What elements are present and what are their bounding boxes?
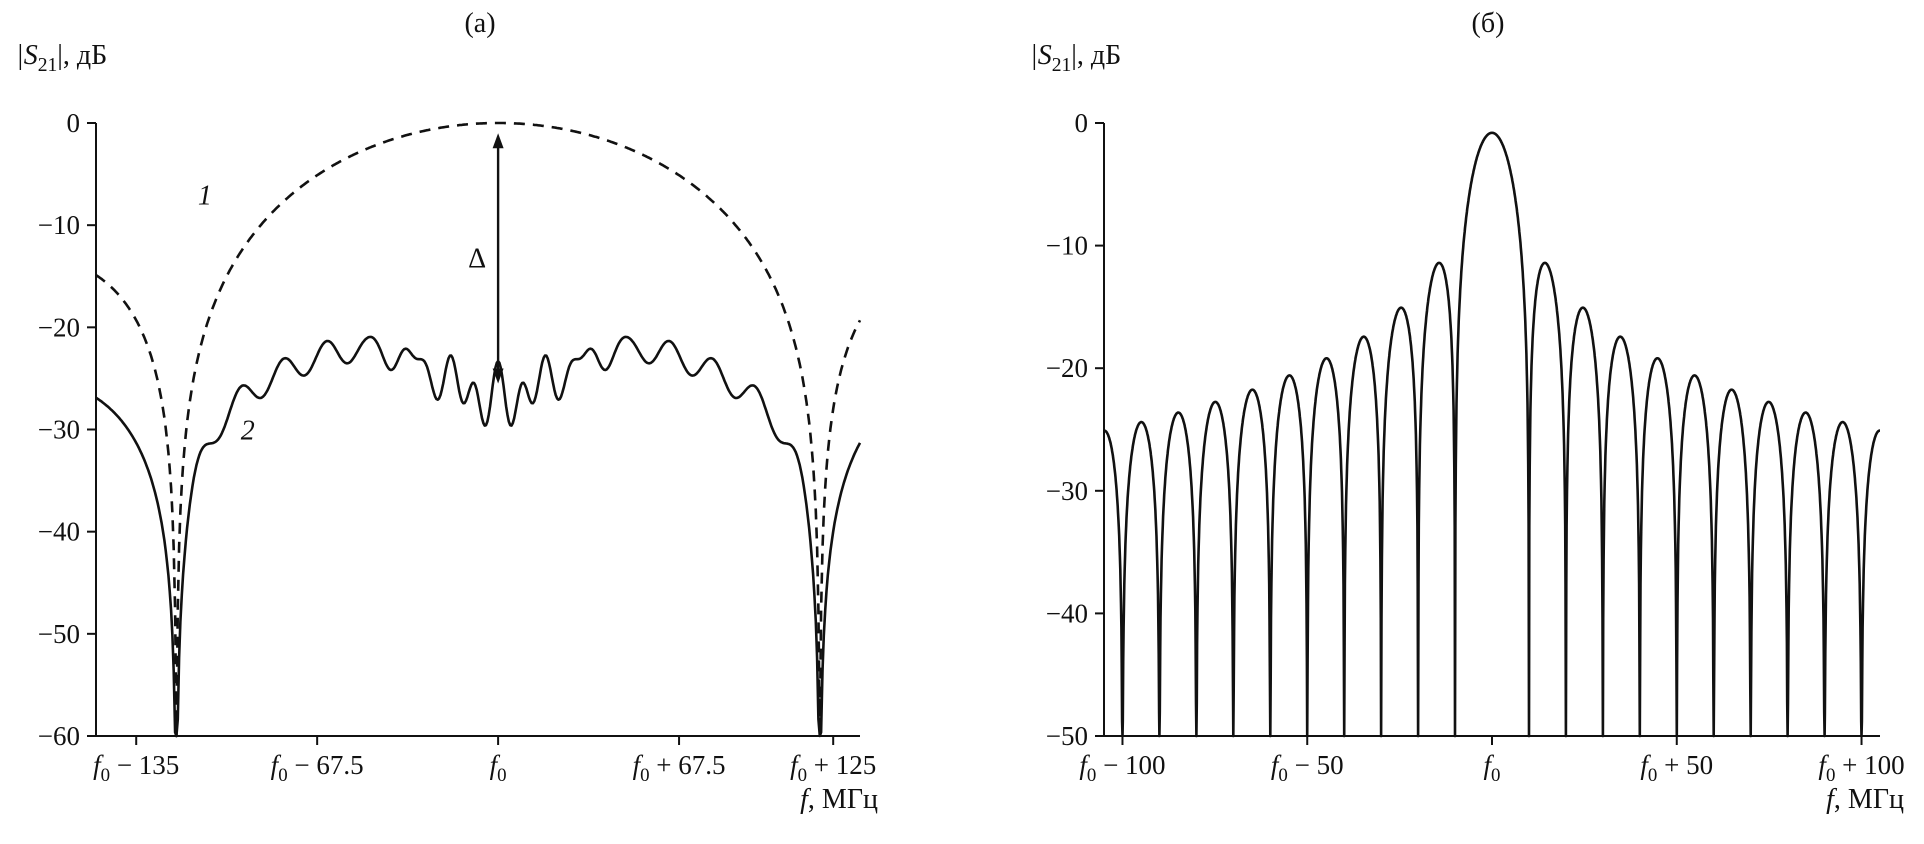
y-axis-label: |S21|, дБ xyxy=(1030,40,1121,76)
y-tick-label: −20 xyxy=(1046,353,1088,383)
curve-curve-1 xyxy=(95,121,862,738)
y-tick-label: −40 xyxy=(38,517,80,547)
y-tick-label: −50 xyxy=(38,619,80,649)
y-tick-label: −30 xyxy=(38,415,80,445)
curve-curve-2 xyxy=(95,335,862,738)
y-tick-label: −60 xyxy=(38,721,80,751)
arrowhead-up-icon xyxy=(492,133,504,149)
y-tick-label: −50 xyxy=(1046,721,1088,751)
y-tick-label: −10 xyxy=(38,210,80,240)
x-tick-label: f0 + 100 xyxy=(1818,750,1904,786)
axes-b xyxy=(1103,123,1880,737)
x-tick-label: f0 xyxy=(1484,750,1501,786)
x-tick-label: f0 − 50 xyxy=(1271,750,1344,786)
y-tick-label: 0 xyxy=(67,108,81,138)
y-axis-label: |S21|, дБ xyxy=(16,40,107,76)
curve-number-label: 2 xyxy=(241,416,255,447)
x-tick-label: f0 + 67.5 xyxy=(633,750,726,786)
y-tick-label: −20 xyxy=(38,312,80,342)
x-tick-label: f0 − 135 xyxy=(93,750,179,786)
y-tick-label: 0 xyxy=(1075,108,1089,138)
x-tick-label: f0 − 100 xyxy=(1079,750,1165,786)
axes-a xyxy=(95,123,860,737)
curve-number-label: 1 xyxy=(198,181,212,212)
x-tick-label: f0 − 67.5 xyxy=(271,750,364,786)
curve-response xyxy=(1103,131,1881,738)
x-tick-label: f0 + 50 xyxy=(1640,750,1713,786)
delta-label: Δ xyxy=(468,243,486,274)
arrowhead-down-icon xyxy=(492,368,504,384)
y-tick-label: −40 xyxy=(1046,598,1088,628)
x-tick-label: f0 xyxy=(490,750,507,786)
x-axis-label: f, МГц xyxy=(800,784,878,815)
x-tick-label: f0 + 125 xyxy=(790,750,876,786)
chart-title: (б) xyxy=(1472,8,1505,39)
x-axis-label: f, МГц xyxy=(1826,784,1904,815)
chart-title: (а) xyxy=(464,8,495,39)
y-tick-label: −10 xyxy=(1046,231,1088,261)
y-tick-label: −30 xyxy=(1046,476,1088,506)
